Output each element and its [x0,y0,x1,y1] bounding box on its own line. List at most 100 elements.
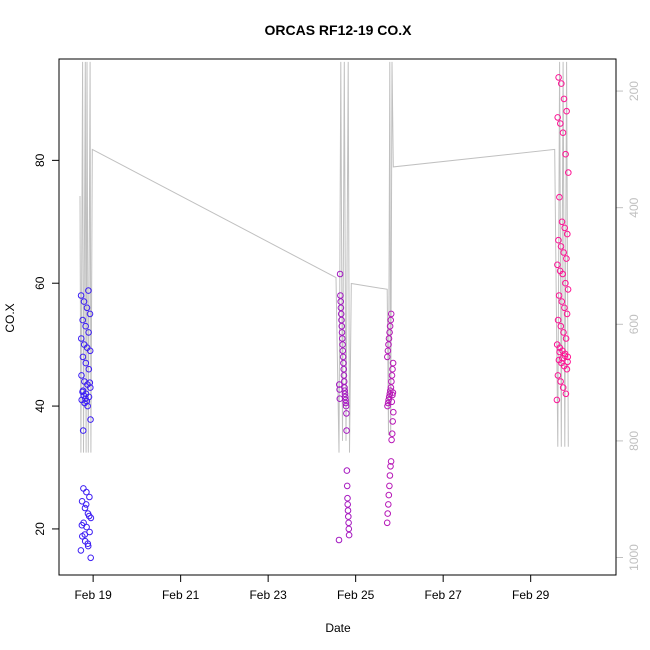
data-point [83,488,90,496]
data-point [388,436,395,444]
data-point [338,322,346,330]
data-point [337,292,344,299]
x-tick-label: Feb 25 [337,588,375,602]
data-point [563,107,570,115]
data-point [77,292,85,299]
data-point [87,416,94,423]
data-point [384,402,391,410]
data-point [562,150,569,158]
data-point [86,379,94,387]
x-tick-label: Feb 27 [424,588,462,602]
data-point [79,388,86,396]
data-point [336,270,344,278]
data-point [386,329,393,336]
data-point [340,372,348,379]
data-point [82,359,90,367]
data-point [87,554,94,562]
data-point [343,427,350,434]
x-tick-label: Feb 23 [249,588,287,602]
data-point [558,218,566,226]
data-point [79,353,87,361]
data-point [563,255,570,262]
y2-tick-label: 200 [627,81,641,101]
data-point [561,224,569,232]
data-point [562,279,569,287]
data-point [555,356,563,364]
x-axis-label: Date [325,621,351,635]
data-point [564,358,571,366]
data-point [553,341,561,348]
data-point [343,410,350,417]
data-point [383,519,391,527]
data-point [385,491,393,499]
data-point [557,120,564,127]
data-point [387,316,395,324]
y-axis-label: CO.X [3,303,17,332]
y2-tick-label: 400 [627,197,641,217]
data-point [83,397,91,405]
data-point [340,378,348,385]
y-tick-label: 80 [33,153,47,167]
y2-tick-label: 1000 [627,544,641,571]
y2-line-series [79,61,569,453]
y-tick-label: 40 [33,399,47,413]
data-point [77,547,85,554]
data-point [559,354,566,362]
data-point [561,304,568,312]
data-point [339,353,347,361]
data-point [342,402,350,410]
data-point [79,427,87,434]
data-point [337,298,345,305]
data-point [555,292,563,299]
data-point [86,493,93,501]
data-point [564,286,572,293]
data-point [84,540,92,548]
data-point [343,482,351,490]
data-point [80,392,88,399]
data-point [386,472,394,479]
data-point [85,512,93,520]
data-point [390,408,397,416]
y2-axis: 200 400 600 800 1000 [615,81,641,571]
data-point [385,501,392,508]
data-point [559,129,567,136]
data-point [562,335,570,342]
data-point [80,341,88,348]
data-point [84,542,92,550]
data-point [339,347,347,355]
data-point [387,458,395,465]
data-point [389,389,397,396]
data-point [78,521,86,529]
data-point [336,386,343,393]
data-point [85,329,92,336]
data-point [389,418,397,425]
x-tick-label: Feb 19 [74,588,112,602]
data-point [83,304,91,312]
data-point [388,430,396,438]
data-point [344,494,351,502]
data-point [389,391,396,399]
y-tick-label: 20 [33,522,47,536]
data-point [553,396,561,404]
y-tick-label: 60 [33,276,47,290]
data-point [388,398,396,406]
data-point [554,372,562,379]
data-point [82,322,89,330]
data-point [344,507,352,514]
data-point [340,359,347,367]
data-point [554,114,562,121]
x-tick-label: Feb 29 [512,588,550,602]
data-point [388,372,396,379]
data-point [85,287,92,294]
data-point [555,74,562,81]
data-point [336,381,343,388]
y2-tick-label: 600 [627,314,641,334]
data-point [344,501,352,508]
data-point [385,341,392,348]
data-point [558,298,566,305]
data-point [338,316,345,324]
data-point [557,243,565,250]
data-point [341,390,349,398]
data-point [560,329,567,336]
data-point [560,249,568,256]
